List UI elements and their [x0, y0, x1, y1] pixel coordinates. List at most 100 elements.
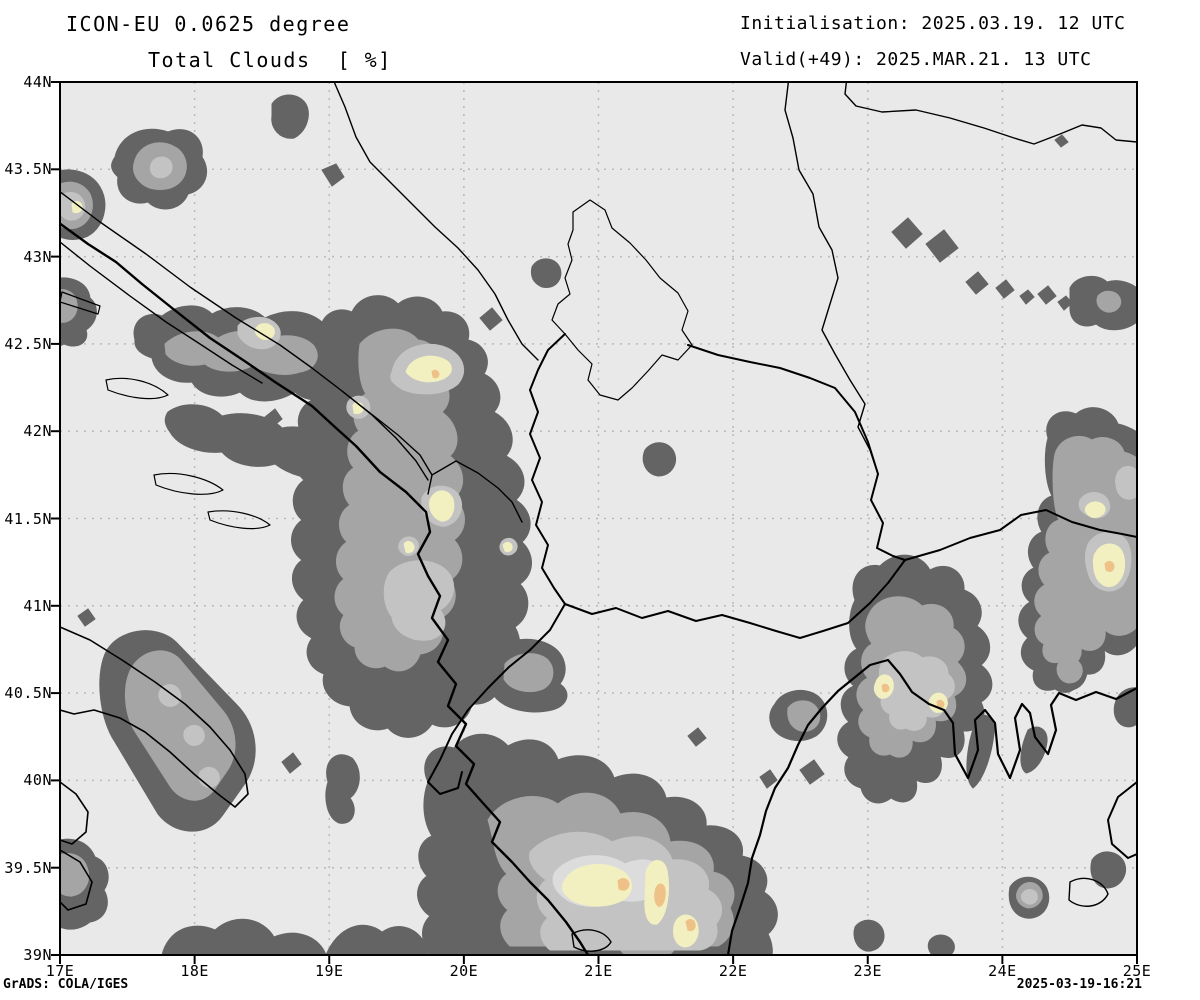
- lon-tick-label: 17E: [45, 962, 75, 980]
- map-border-line: [784, 82, 879, 475]
- cloud-contour-level-5: [431, 369, 440, 379]
- map-border-line: [844, 82, 1137, 145]
- lat-tick-label: 43N: [23, 247, 52, 266]
- lon-tick-label: 25E: [1122, 962, 1152, 980]
- model-title: ICON-EU 0.0625 degree: [66, 12, 351, 36]
- cloud-contour-level-1: [1096, 290, 1122, 313]
- field-title: Total Clouds [ %]: [148, 48, 392, 72]
- map-border-line: [153, 472, 224, 495]
- map-border-line: [431, 460, 523, 523]
- cloud-contour-level-4: [673, 914, 699, 948]
- map-border-line: [551, 199, 693, 401]
- map-border-line: [529, 333, 566, 391]
- grads-credit: GrADS: COLA/IGES: [3, 977, 129, 992]
- cloud-contour-level-1: [164, 331, 318, 375]
- cloud-contour-level-1: [124, 650, 236, 801]
- map-border-line: [1068, 877, 1109, 907]
- lon-tick-label: 18E: [180, 962, 209, 980]
- cloud-contour-level-0: [853, 919, 885, 952]
- map-border-line: [1107, 781, 1137, 859]
- cloud-contour-level-0: [1037, 285, 1057, 305]
- cloud-contour-level-4: [71, 201, 83, 214]
- lon-tick-label: 20E: [449, 962, 479, 980]
- cloud-contour-level-0: [1020, 726, 1048, 774]
- cloud-contour-level-0: [264, 408, 283, 428]
- cloud-contour-level-0: [479, 307, 503, 331]
- cloud-contour-level-2: [383, 560, 455, 641]
- map-border-line: [60, 626, 249, 808]
- cloud-contour-level-5: [617, 878, 630, 891]
- map-border-line: [105, 377, 169, 400]
- map-border-line: [341, 390, 433, 495]
- cloud-contour-level-1: [1056, 657, 1083, 684]
- cloud-contour-level-0: [1057, 295, 1073, 311]
- cloud-contour-level-0: [1090, 851, 1126, 889]
- map-area: [60, 82, 1137, 955]
- cloud-contour-level-2: [158, 684, 182, 707]
- creation-timestamp: 2025-03-19-16:21: [1016, 977, 1142, 992]
- map-border-line: [529, 389, 566, 605]
- cloud-contour-level-2: [198, 767, 220, 788]
- cloud-contour-level-0: [161, 918, 327, 955]
- cloud-contour-level-4: [403, 541, 415, 554]
- map-border-line: [60, 849, 93, 911]
- cloud-contour-level-0: [759, 769, 778, 789]
- cloud-contour-level-0: [799, 759, 825, 785]
- lon-tick-label: 24E: [988, 962, 1017, 980]
- lat-tick-label: 41N: [23, 596, 52, 615]
- cloud-contour-level-0: [687, 727, 707, 747]
- map-border-line: [207, 510, 271, 530]
- cloud-contour-level-4: [254, 323, 275, 340]
- lon-tick-label: 22E: [718, 962, 748, 980]
- lat-tick-label: 42.5N: [4, 334, 52, 353]
- map-border-line: [60, 781, 89, 845]
- lon-tick-label: 21E: [584, 962, 613, 980]
- lat-tick-label: 43.5N: [4, 160, 52, 179]
- cloud-contour-level-4: [561, 864, 632, 907]
- cloud-contour-level-0: [1054, 134, 1069, 148]
- cloud-contour-level-0: [965, 271, 989, 295]
- cloud-contour-level-1: [503, 653, 554, 693]
- lat-tick-label: 39N: [23, 946, 52, 964]
- cloud-contour-level-0: [925, 229, 959, 263]
- lat-tick-label: 40.5N: [4, 684, 52, 703]
- cloud-contour-level-5: [654, 883, 666, 907]
- cloud-contour-level-0: [995, 279, 1015, 299]
- cloud-contour-level-5: [1104, 561, 1115, 572]
- cloud-contour-level-0: [77, 608, 96, 627]
- map-border-line: [60, 222, 590, 955]
- cloud-contour-level-0: [530, 258, 562, 289]
- cloud-contour-level-2: [1115, 465, 1137, 500]
- lon-tick-label: 23E: [853, 962, 883, 980]
- map-border-line: [333, 82, 539, 361]
- map-border-line: [870, 473, 906, 561]
- cloud-contour-level-0: [321, 163, 345, 187]
- map-border-line: [60, 241, 263, 384]
- lat-tick-label: 39.5N: [4, 858, 52, 877]
- map-border-line: [564, 559, 906, 639]
- cloud-contour-level-5: [881, 683, 890, 693]
- lat-tick-label: 40N: [23, 771, 52, 790]
- cloud-contour-level-0: [281, 752, 302, 774]
- lat-tick-label: 44N: [23, 73, 52, 91]
- cloud-contour-level-0: [1019, 289, 1035, 305]
- cloud-contour-level-0: [891, 217, 923, 249]
- map-border-line: [904, 509, 1137, 561]
- cloud-contour-level-4: [1084, 501, 1106, 518]
- initialisation-time: Initialisation: 2025.03.19. 12 UTC: [740, 13, 1126, 34]
- lat-tick-label: 41.5N: [4, 509, 52, 528]
- map-border-line: [687, 344, 879, 475]
- cloud-contour-level-4: [429, 490, 455, 522]
- cloud-contour-level-0: [271, 94, 309, 139]
- map-border-line: [571, 929, 612, 952]
- cloud-contour-level-4: [405, 355, 452, 383]
- cloud-contour-level-0: [927, 934, 955, 955]
- cloud-contour-level-2: [149, 156, 173, 179]
- cloud-contour-level-1: [787, 700, 821, 732]
- cloud-contour-level-4: [502, 542, 513, 553]
- cloud-contour-level-0: [642, 442, 676, 477]
- cloud-contour-level-0: [325, 754, 360, 824]
- map-border-line: [60, 190, 429, 481]
